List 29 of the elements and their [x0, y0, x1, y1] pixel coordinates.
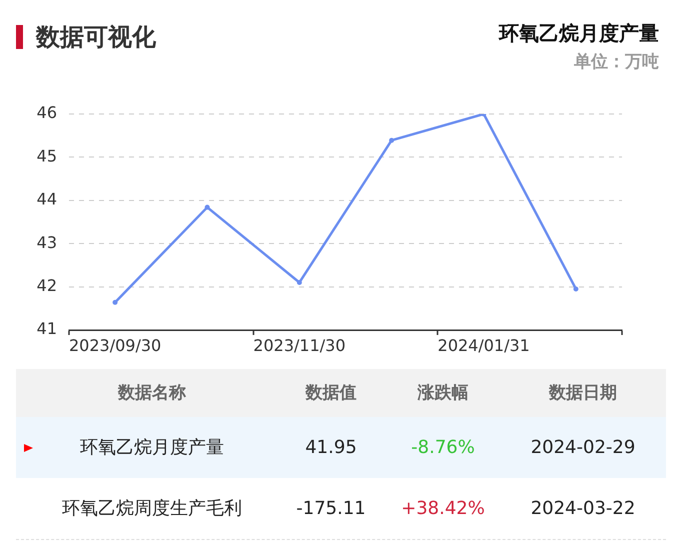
y-tick-label: 44 [36, 190, 57, 209]
y-tick-label: 41 [36, 319, 57, 338]
chart-title: 环氧乙烷月度产量 [499, 20, 659, 47]
text: 数据可视化 [36, 22, 156, 53]
category-label: 涨跌幅 [416, 382, 470, 405]
text: 环氧乙烷月度产量 [79, 436, 225, 460]
category-label: 数据名称 [116, 382, 187, 405]
point [296, 280, 302, 285]
text: -8.76% [410, 436, 476, 460]
text: 环氧乙烷周度生产毛利 [61, 497, 243, 521]
chart-subtitle: 单位：万吨 [574, 51, 659, 74]
text: -175.11 [295, 497, 367, 521]
point [573, 286, 578, 292]
point [204, 204, 210, 210]
y-tick-label: 46 [36, 103, 57, 122]
y-tick-label: 42 [36, 276, 57, 295]
text: 2024-03-22 [530, 497, 636, 521]
category-label: 数据日期 [548, 382, 618, 405]
point [112, 300, 118, 305]
text: 41.95 [304, 436, 358, 460]
category-label: 数据值 [304, 382, 358, 405]
point [389, 138, 394, 143]
text: 2024-02-29 [530, 436, 636, 460]
x-tick-label: 2023/09/30 [68, 336, 162, 355]
text: +38.42% [400, 497, 486, 521]
y-tick-label: 45 [36, 146, 57, 166]
x-tick-label: 2023/11/30 [253, 336, 346, 355]
x-tick-label: 2024/01/31 [438, 336, 530, 355]
y-tick-label: 43 [36, 232, 57, 252]
